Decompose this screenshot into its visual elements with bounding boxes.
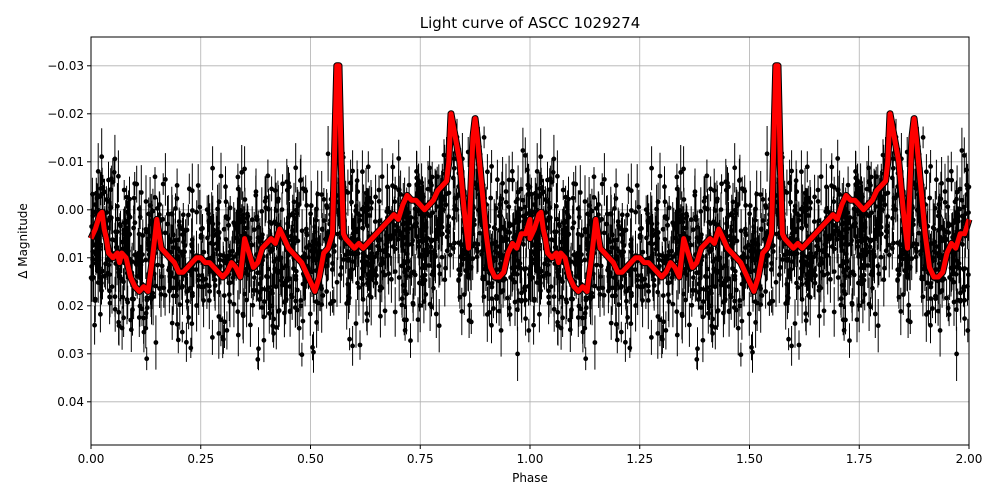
x-axis-ticks: 0.00 0.25 0.50 0.75 1.00 1.25 1.50 1.75 2.00 <box>78 445 983 466</box>
y-tick-label: −0.02 <box>47 107 84 121</box>
x-tick-label: 1.75 <box>846 452 873 466</box>
y-axis-ticks: −0.03 −0.02 −0.01 0.00 0.01 0.02 0.03 0.04 <box>47 59 91 409</box>
y-tick-label: 0.04 <box>57 395 84 409</box>
y-tick-label: 0.00 <box>57 203 84 217</box>
y-tick-label: 0.01 <box>57 251 84 265</box>
x-tick-label: 1.00 <box>517 452 544 466</box>
x-tick-label: 0.25 <box>187 452 214 466</box>
x-tick-label: 2.00 <box>956 452 983 466</box>
binned-model-curve <box>87 62 973 295</box>
x-tick-label: 1.25 <box>626 452 653 466</box>
x-tick-label: 1.50 <box>736 452 763 466</box>
y-tick-label: 0.02 <box>57 299 84 313</box>
y-tick-label: −0.01 <box>47 155 84 169</box>
y-axis-label: Δ Magnitude <box>16 203 30 279</box>
chart-title: Light curve of ASCC 1029274 <box>420 14 641 32</box>
x-tick-label: 0.50 <box>297 452 324 466</box>
y-tick-label: 0.03 <box>57 347 84 361</box>
x-tick-label: 0.00 <box>78 452 105 466</box>
x-tick-label: 0.75 <box>407 452 434 466</box>
y-tick-label: −0.03 <box>47 59 84 73</box>
x-axis-label: Phase <box>512 471 548 485</box>
